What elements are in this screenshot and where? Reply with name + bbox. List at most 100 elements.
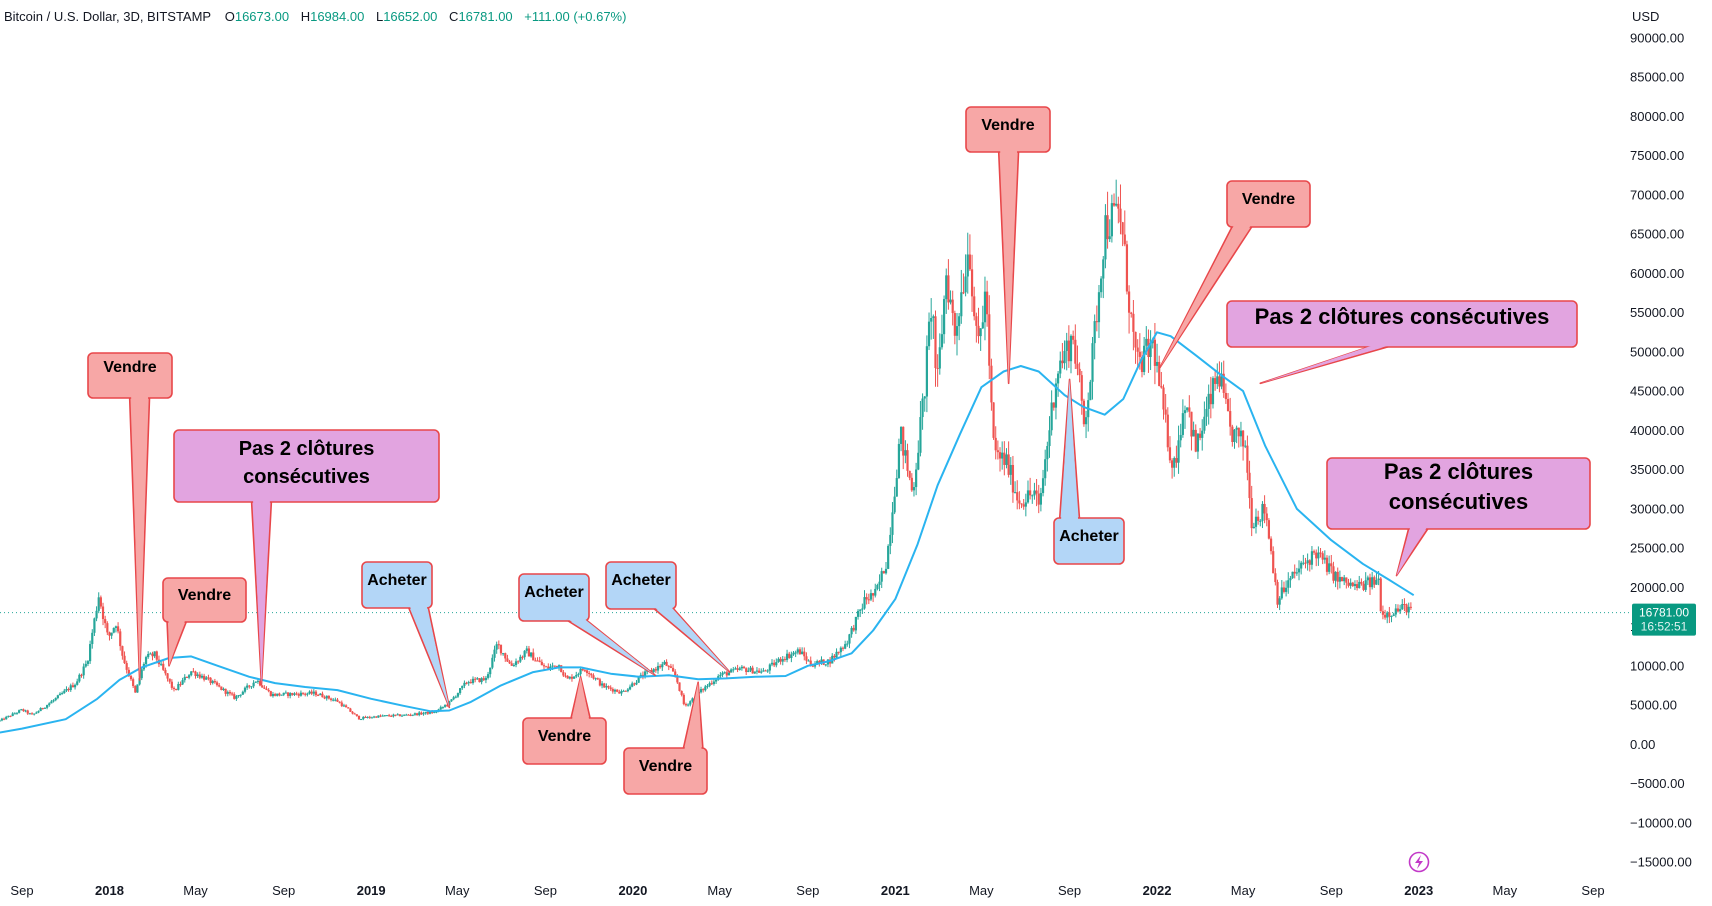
candle: [1332, 561, 1335, 584]
candle: [364, 715, 367, 718]
high-value: 16984.00: [310, 9, 365, 24]
candle: [992, 402, 995, 440]
currency-label: USD: [1632, 9, 1659, 24]
candle: [418, 711, 421, 717]
candle: [317, 693, 320, 697]
candle: [904, 440, 907, 464]
candle: [1211, 376, 1215, 409]
candle: [112, 627, 115, 634]
candle: [1018, 491, 1021, 510]
lightning-icon[interactable]: [1408, 851, 1430, 873]
candle: [542, 663, 546, 670]
candle: [620, 689, 623, 696]
candle: [566, 675, 569, 679]
candle: [966, 232, 969, 294]
candle: [1205, 396, 1208, 426]
candle: [1386, 611, 1389, 624]
candle: [745, 667, 748, 676]
last-price-value: 16781.00: [1639, 606, 1689, 620]
candle: [187, 674, 191, 680]
candle: [1304, 557, 1307, 569]
y-tick-label: 50000.00: [1630, 344, 1684, 359]
candle: [1394, 604, 1397, 618]
y-tick-label: 0.00: [1630, 737, 1655, 752]
candle: [1209, 376, 1212, 419]
candle: [1117, 196, 1120, 224]
candle: [1254, 508, 1258, 534]
candle: [882, 570, 885, 574]
candle: [923, 395, 926, 412]
candle: [420, 711, 423, 715]
callout-text: Vendre: [1242, 191, 1295, 208]
callout-box: [522, 717, 607, 765]
candle: [476, 677, 479, 680]
candle: [136, 684, 139, 693]
candle: [1287, 572, 1290, 594]
x-tick-label: Sep: [1320, 883, 1343, 898]
candle: [252, 680, 255, 689]
candle: [1048, 416, 1051, 458]
candle: [200, 673, 204, 679]
candle: [375, 716, 378, 719]
candle: [504, 652, 507, 662]
candle: [355, 714, 358, 717]
open-value: 16673.00: [234, 9, 290, 24]
candle: [1396, 604, 1400, 613]
candle: [1282, 581, 1286, 594]
candle: [1267, 518, 1271, 540]
candle: [1250, 485, 1253, 537]
candle: [319, 693, 322, 696]
candle: [230, 691, 234, 696]
candle: [663, 660, 666, 665]
candle: [947, 259, 950, 310]
candle: [467, 680, 470, 686]
candle: [859, 609, 862, 618]
candle: [983, 276, 987, 341]
candle: [1181, 399, 1184, 438]
candle: [573, 676, 576, 679]
candle: [1158, 355, 1161, 387]
candle: [243, 686, 247, 694]
candle: [276, 693, 279, 697]
candle: [575, 671, 578, 679]
candle: [699, 686, 703, 694]
candle: [986, 280, 989, 327]
candle: [887, 544, 890, 570]
candle: [22, 708, 25, 712]
candle: [1289, 575, 1292, 588]
candle: [1065, 332, 1068, 371]
candle: [1147, 329, 1150, 373]
candle: [1328, 555, 1331, 575]
candle: [175, 688, 178, 691]
candle: [751, 665, 754, 674]
candle: [1106, 191, 1109, 249]
candle: [1343, 574, 1346, 586]
candle: [1381, 605, 1385, 620]
candle: [424, 711, 427, 715]
candle: [1091, 336, 1094, 400]
candle: [1183, 405, 1187, 429]
candle: [633, 682, 636, 686]
candle: [323, 695, 326, 700]
candle: [628, 684, 632, 691]
candle: [512, 663, 515, 667]
candle: [876, 583, 879, 591]
candle: [1039, 487, 1042, 512]
candle: [579, 667, 582, 678]
candle: [486, 671, 490, 680]
candle: [594, 677, 597, 681]
candle: [104, 615, 107, 629]
candle: [390, 714, 393, 717]
candle: [181, 677, 184, 686]
candle: [1171, 458, 1174, 479]
candle: [712, 678, 716, 686]
candle: [1166, 407, 1169, 452]
callout-box: [605, 561, 677, 610]
candle: [831, 653, 834, 664]
candle: [682, 693, 685, 706]
candle: [917, 440, 920, 471]
candle: [205, 675, 208, 680]
